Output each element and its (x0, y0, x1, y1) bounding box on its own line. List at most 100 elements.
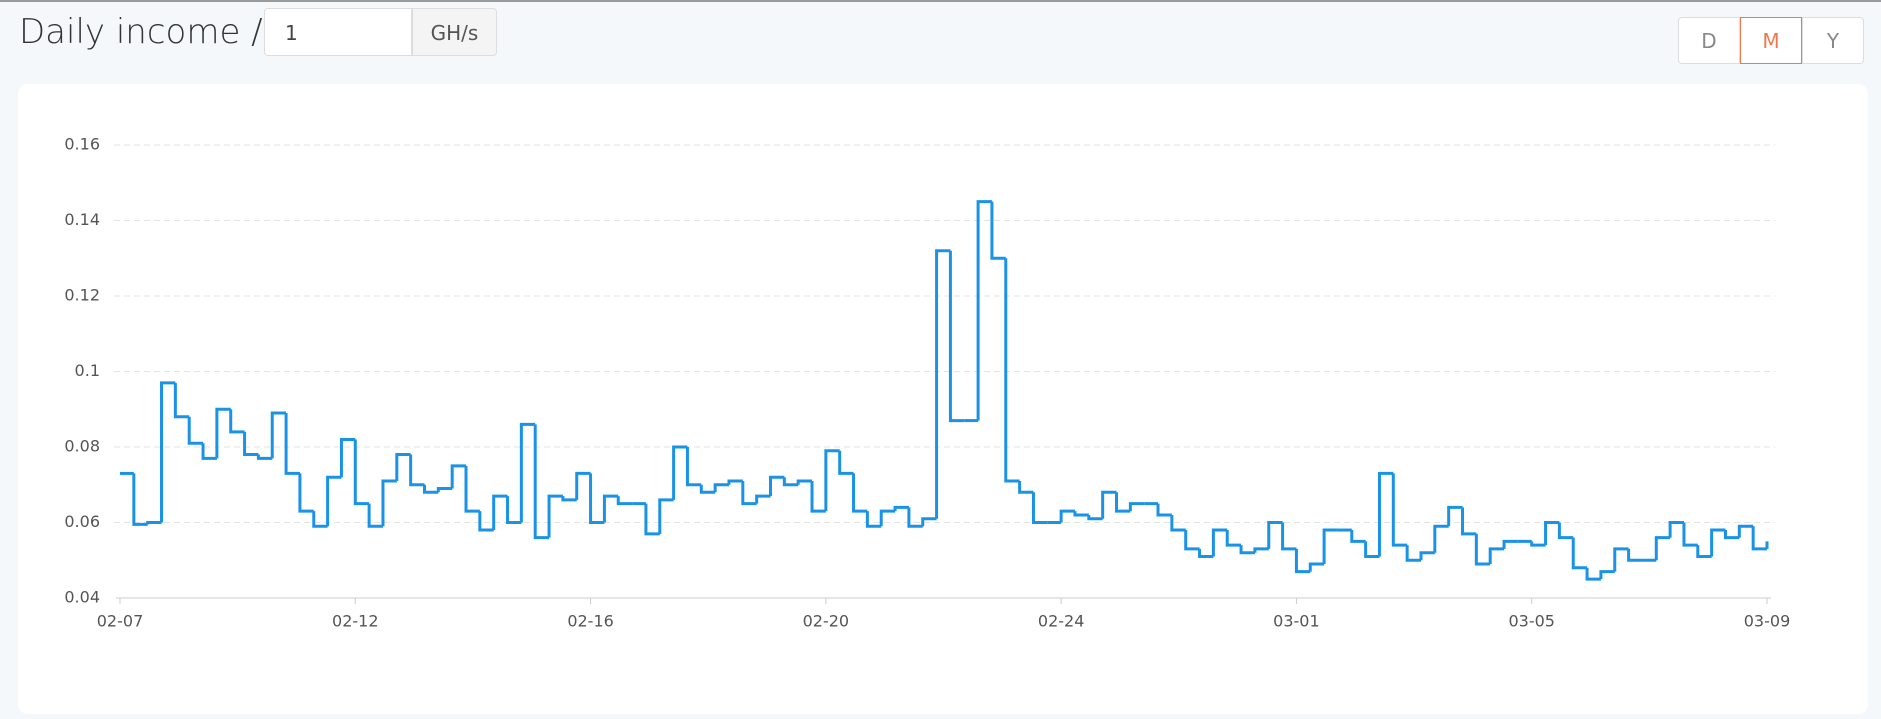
step-segment (1225, 530, 1242, 547)
step-segment (492, 494, 508, 531)
step-segment (1170, 514, 1186, 532)
step-segment (1737, 524, 1754, 538)
step-segment (395, 453, 411, 481)
step-segment (464, 465, 480, 513)
step-segment (506, 496, 522, 524)
step-segment (215, 407, 231, 459)
step-segment (1585, 567, 1601, 581)
step-segment (1654, 536, 1671, 561)
step-segment (741, 480, 757, 506)
page-title: Daily income / (19, 12, 263, 52)
step-segment (1627, 548, 1643, 562)
step-segment (326, 475, 342, 527)
step-segment (1557, 522, 1574, 540)
step-segment (1682, 522, 1698, 547)
step-segment (838, 450, 854, 475)
step-segment (713, 483, 729, 493)
step-segment (256, 454, 273, 460)
step-segment (727, 479, 743, 485)
step-segment (1530, 541, 1546, 547)
step-segment (1018, 480, 1034, 494)
step-segment (1751, 526, 1767, 551)
step-segment (1364, 541, 1380, 558)
hashrate-input[interactable]: 1 (264, 8, 412, 56)
step-segment (1308, 562, 1325, 572)
step-segment (519, 422, 536, 523)
step-segment (284, 413, 300, 475)
step-segment (298, 473, 314, 513)
step-segment (243, 431, 259, 457)
step-segment (575, 471, 591, 500)
step-segment (1128, 502, 1145, 512)
step-segment (589, 473, 605, 524)
step-segment (782, 477, 799, 487)
step-segment (1267, 521, 1283, 549)
step-segment (160, 381, 176, 523)
step-segment (547, 494, 563, 538)
step-segment (1156, 503, 1172, 517)
step-segment (1073, 511, 1089, 517)
unit-label: GH/s (412, 8, 497, 56)
step-segment (921, 517, 937, 527)
step-segment (1211, 528, 1228, 557)
step-segment (173, 382, 190, 419)
y-tick-label: 0.1 (75, 361, 100, 380)
step-segment (768, 475, 785, 497)
step-segment (810, 480, 826, 513)
step-segment (976, 200, 992, 421)
step-segment (1087, 514, 1103, 521)
step-segment (1239, 545, 1255, 555)
step-segment (450, 464, 467, 489)
step-segment (312, 511, 328, 528)
x-tick-label: 03-09 (1744, 612, 1791, 631)
step-segment (1115, 492, 1131, 513)
step-segment (353, 439, 370, 506)
step-segment (948, 250, 965, 423)
step-segment (1447, 505, 1463, 527)
step-segment (201, 443, 217, 460)
step-segment (602, 494, 619, 523)
chart-card (18, 84, 1868, 714)
step-segment (339, 437, 356, 478)
step-segment (146, 521, 162, 525)
x-tick-label: 02-20 (803, 612, 850, 631)
step-segment (1571, 537, 1588, 570)
step-segment (132, 473, 148, 526)
period-button[interactable]: Y (1802, 17, 1864, 64)
step-segment (1281, 522, 1297, 551)
period-button[interactable]: D (1678, 17, 1740, 64)
period-button[interactable]: M (1740, 17, 1802, 64)
step-segment (1668, 521, 1684, 538)
step-segment (644, 503, 660, 536)
step-segment (1488, 547, 1505, 565)
step-segment (229, 409, 245, 434)
step-segment (409, 454, 425, 487)
step-segment (1419, 551, 1435, 561)
y-tick-label: 0.08 (64, 437, 100, 456)
step-segment (907, 507, 923, 528)
step-segment (1613, 547, 1629, 572)
step-segment (1544, 521, 1560, 546)
step-segment (1696, 545, 1712, 558)
x-tick-label: 02-24 (1038, 612, 1085, 631)
step-segment (1253, 547, 1269, 553)
step-segment (1059, 509, 1075, 523)
y-tick-label: 0.04 (64, 588, 100, 607)
y-tick-label: 0.16 (64, 135, 100, 154)
step-segment (1710, 528, 1726, 557)
period-switch: D M Y (1678, 17, 1864, 64)
step-segment (436, 487, 453, 493)
step-segment (616, 496, 633, 506)
step-segment (1433, 524, 1449, 553)
step-segment (1184, 530, 1200, 551)
x-tick-label: 02-07 (97, 612, 144, 631)
step-segment (1377, 471, 1394, 557)
step-segment (1004, 258, 1020, 483)
step-segment (990, 201, 1006, 260)
x-tick-label: 02-12 (332, 612, 379, 631)
step-segment (533, 424, 550, 540)
step-segment (796, 479, 813, 485)
step-segment (658, 498, 674, 534)
y-tick-label: 0.06 (64, 512, 100, 531)
